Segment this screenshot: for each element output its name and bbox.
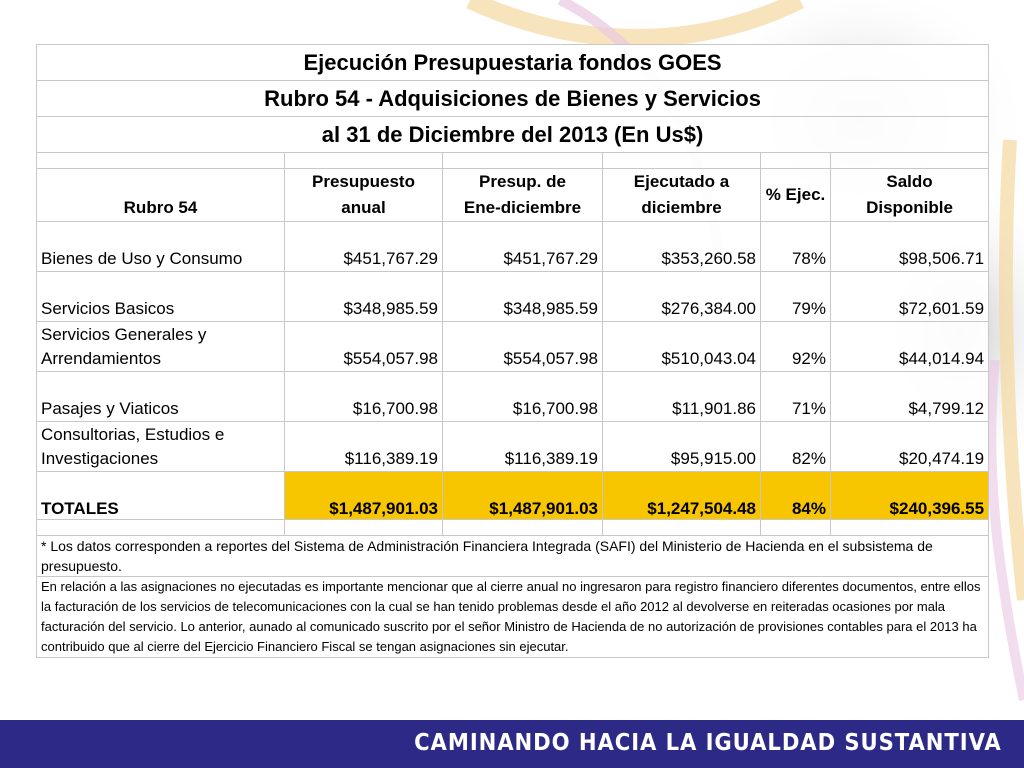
totals-label: TOTALES <box>36 471 285 520</box>
row-name: Consultorias, Estudios e Investigaciones <box>36 421 285 472</box>
header-pct-ejec: % Ejec. <box>760 168 831 222</box>
table-row: Servicios Basicos $348,985.59 $348,985.5… <box>36 271 990 322</box>
header-text-line: anual <box>341 198 386 217</box>
footer-bar: CAMINANDO HACIA LA IGUALDAD SUSTANTIVA <box>0 720 1024 768</box>
header-text-line: Saldo <box>886 172 933 191</box>
spacer-row <box>36 152 990 169</box>
cell-pct: 78% <box>760 221 831 272</box>
budget-table: Ejecución Presupuestaria fondos GOES Rub… <box>35 44 990 658</box>
cell-ene-dic: $451,767.29 <box>442 221 603 272</box>
total-saldo: $240,396.55 <box>829 471 990 520</box>
cell-ene-dic: $16,700.98 <box>442 371 603 422</box>
cell-ejecutado: $276,384.00 <box>602 271 761 322</box>
cell-ejecutado: $95,915.00 <box>602 421 761 472</box>
table-row: Bienes de Uso y Consumo $451,767.29 $451… <box>36 221 990 272</box>
row-name-line: Investigaciones <box>41 449 159 468</box>
header-saldo: Saldo Disponible <box>829 168 990 222</box>
cell-ene-dic: $554,057.98 <box>442 321 603 372</box>
header-text-line: Disponible <box>866 198 953 217</box>
header-presupuesto-anual: Presupuesto anual <box>284 168 443 222</box>
cell-pct: 71% <box>760 371 831 422</box>
cell-anual: $451,767.29 <box>284 221 443 272</box>
row-name-line: Pasajes y Viaticos <box>41 399 179 418</box>
cell-ejecutado: $11,901.86 <box>602 371 761 422</box>
cell-pct: 82% <box>760 421 831 472</box>
totals-row: TOTALES $1,487,901.03 $1,487,901.03 $1,2… <box>36 471 990 520</box>
note-row: En relación a las asignaciones no ejecut… <box>35 576 990 658</box>
header-text-line: diciembre <box>641 198 722 217</box>
header-text-line: Ejecutado a <box>633 172 730 191</box>
cell-anual: $16,700.98 <box>284 371 443 422</box>
cell-saldo: $72,601.59 <box>829 271 990 322</box>
header-text-line: Presup. de <box>479 172 566 191</box>
note-row: * Los datos corresponden a reportes del … <box>35 535 990 577</box>
header-rubro: Rubro 54 <box>36 168 285 222</box>
cell-anual: $554,057.98 <box>284 321 443 372</box>
title-line-2: Rubro 54 - Adquisiciones de Bienes y Ser… <box>35 80 990 117</box>
cell-ene-dic: $116,389.19 <box>442 421 603 472</box>
budget-sheet: Ejecución Presupuestaria fondos GOES Rub… <box>35 44 990 658</box>
table-row: Pasajes y Viaticos $16,700.98 $16,700.98… <box>36 371 990 422</box>
cell-pct: 79% <box>760 271 831 322</box>
table-row: Consultorias, Estudios e Investigaciones… <box>36 421 990 472</box>
cell-pct: 92% <box>760 321 831 372</box>
cell-saldo: $20,474.19 <box>829 421 990 472</box>
cell-anual: $116,389.19 <box>284 421 443 472</box>
cell-ene-dic: $348,985.59 <box>442 271 603 322</box>
row-name-line: Arrendamientos <box>41 349 162 368</box>
title-line-1: Ejecución Presupuestaria fondos GOES <box>35 44 990 81</box>
total-ejecutado: $1,247,504.48 <box>602 471 761 520</box>
header-ejecutado: Ejecutado a diciembre <box>602 168 761 222</box>
cell-ejecutado: $353,260.58 <box>602 221 761 272</box>
row-name-line: Servicios Generales y <box>41 325 207 344</box>
cell-anual: $348,985.59 <box>284 271 443 322</box>
cell-ejecutado: $510,043.04 <box>602 321 761 372</box>
cell-saldo: $4,799.12 <box>829 371 990 422</box>
footer-slogan: CAMINANDO HACIA LA IGUALDAD SUSTANTIVA <box>414 730 1002 756</box>
header-text-line: Presupuesto <box>312 172 415 191</box>
row-name: Servicios Generales y Arrendamientos <box>36 321 285 372</box>
row-name: Bienes de Uso y Consumo <box>36 221 285 272</box>
header-presup-ene-dic: Presup. de Ene-diciembre <box>442 168 603 222</box>
footnote-explanation: En relación a las asignaciones no ejecut… <box>35 576 990 658</box>
footnote-source: * Los datos corresponden a reportes del … <box>35 535 990 577</box>
header-text-line: Ene-diciembre <box>463 198 582 217</box>
row-name: Servicios Basicos <box>36 271 285 322</box>
title-line-3: al 31 de Diciembre del 2013 (En Us$) <box>35 116 990 153</box>
spacer-row <box>36 519 990 536</box>
row-name-line: Bienes de Uso y Consumo <box>41 249 243 268</box>
header-row: Rubro 54 Presupuesto anual Presup. de En… <box>36 168 990 222</box>
total-ene-dic: $1,487,901.03 <box>442 471 603 520</box>
total-anual: $1,487,901.03 <box>284 471 443 520</box>
row-name-line: Servicios Basicos <box>41 299 175 318</box>
row-name-line: Consultorias, Estudios e <box>41 425 225 444</box>
cell-saldo: $98,506.71 <box>829 221 990 272</box>
cell-saldo: $44,014.94 <box>829 321 990 372</box>
total-pct: 84% <box>760 471 831 520</box>
table-row: Servicios Generales y Arrendamientos $55… <box>36 321 990 372</box>
row-name: Pasajes y Viaticos <box>36 371 285 422</box>
